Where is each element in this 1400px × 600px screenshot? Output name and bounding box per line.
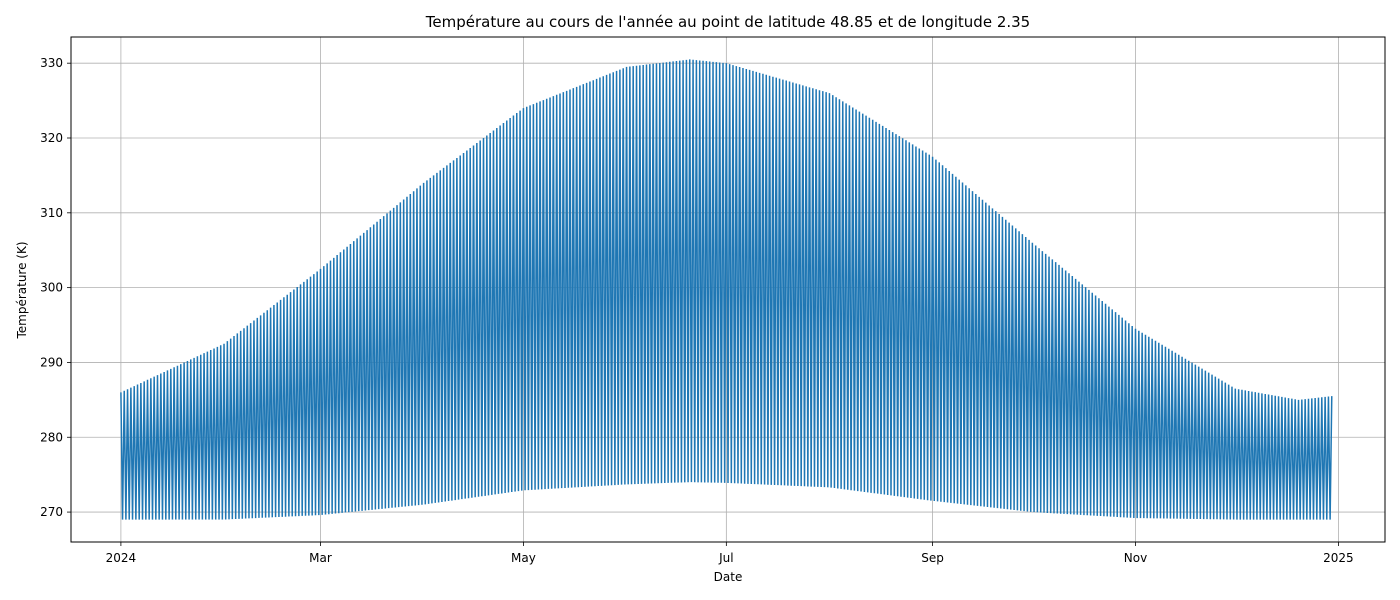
series-temperature: [120, 59, 1333, 520]
x-tick-label: Nov: [1124, 551, 1147, 565]
x-tick-label: 2025: [1323, 551, 1354, 565]
x-axis: 2024 Mar May Jul Sep Nov 2025: [106, 542, 1354, 565]
y-axis-label: Température (K): [15, 241, 29, 339]
plot-frame: [70, 36, 1386, 543]
x-tick-label: May: [511, 551, 536, 565]
y-axis: 270 280 290 300 310 320 330: [40, 56, 71, 519]
x-tick-label: Sep: [921, 551, 944, 565]
y-tick-label: 280: [40, 430, 63, 444]
x-tick-label: Jul: [718, 551, 733, 565]
x-axis-label: Date: [714, 570, 743, 584]
y-tick-label: 300: [40, 281, 63, 295]
y-tick-label: 320: [40, 131, 63, 145]
y-tick-label: 330: [40, 56, 63, 70]
chart-title: Température au cours de l'année au point…: [425, 13, 1030, 31]
series-line-temperature: [120, 59, 1333, 520]
x-tick-label: Mar: [309, 551, 332, 565]
y-tick-label: 270: [40, 505, 63, 519]
y-tick-label: 290: [40, 355, 63, 369]
x-tick-label: 2024: [106, 551, 137, 565]
y-tick-label: 310: [40, 206, 63, 220]
